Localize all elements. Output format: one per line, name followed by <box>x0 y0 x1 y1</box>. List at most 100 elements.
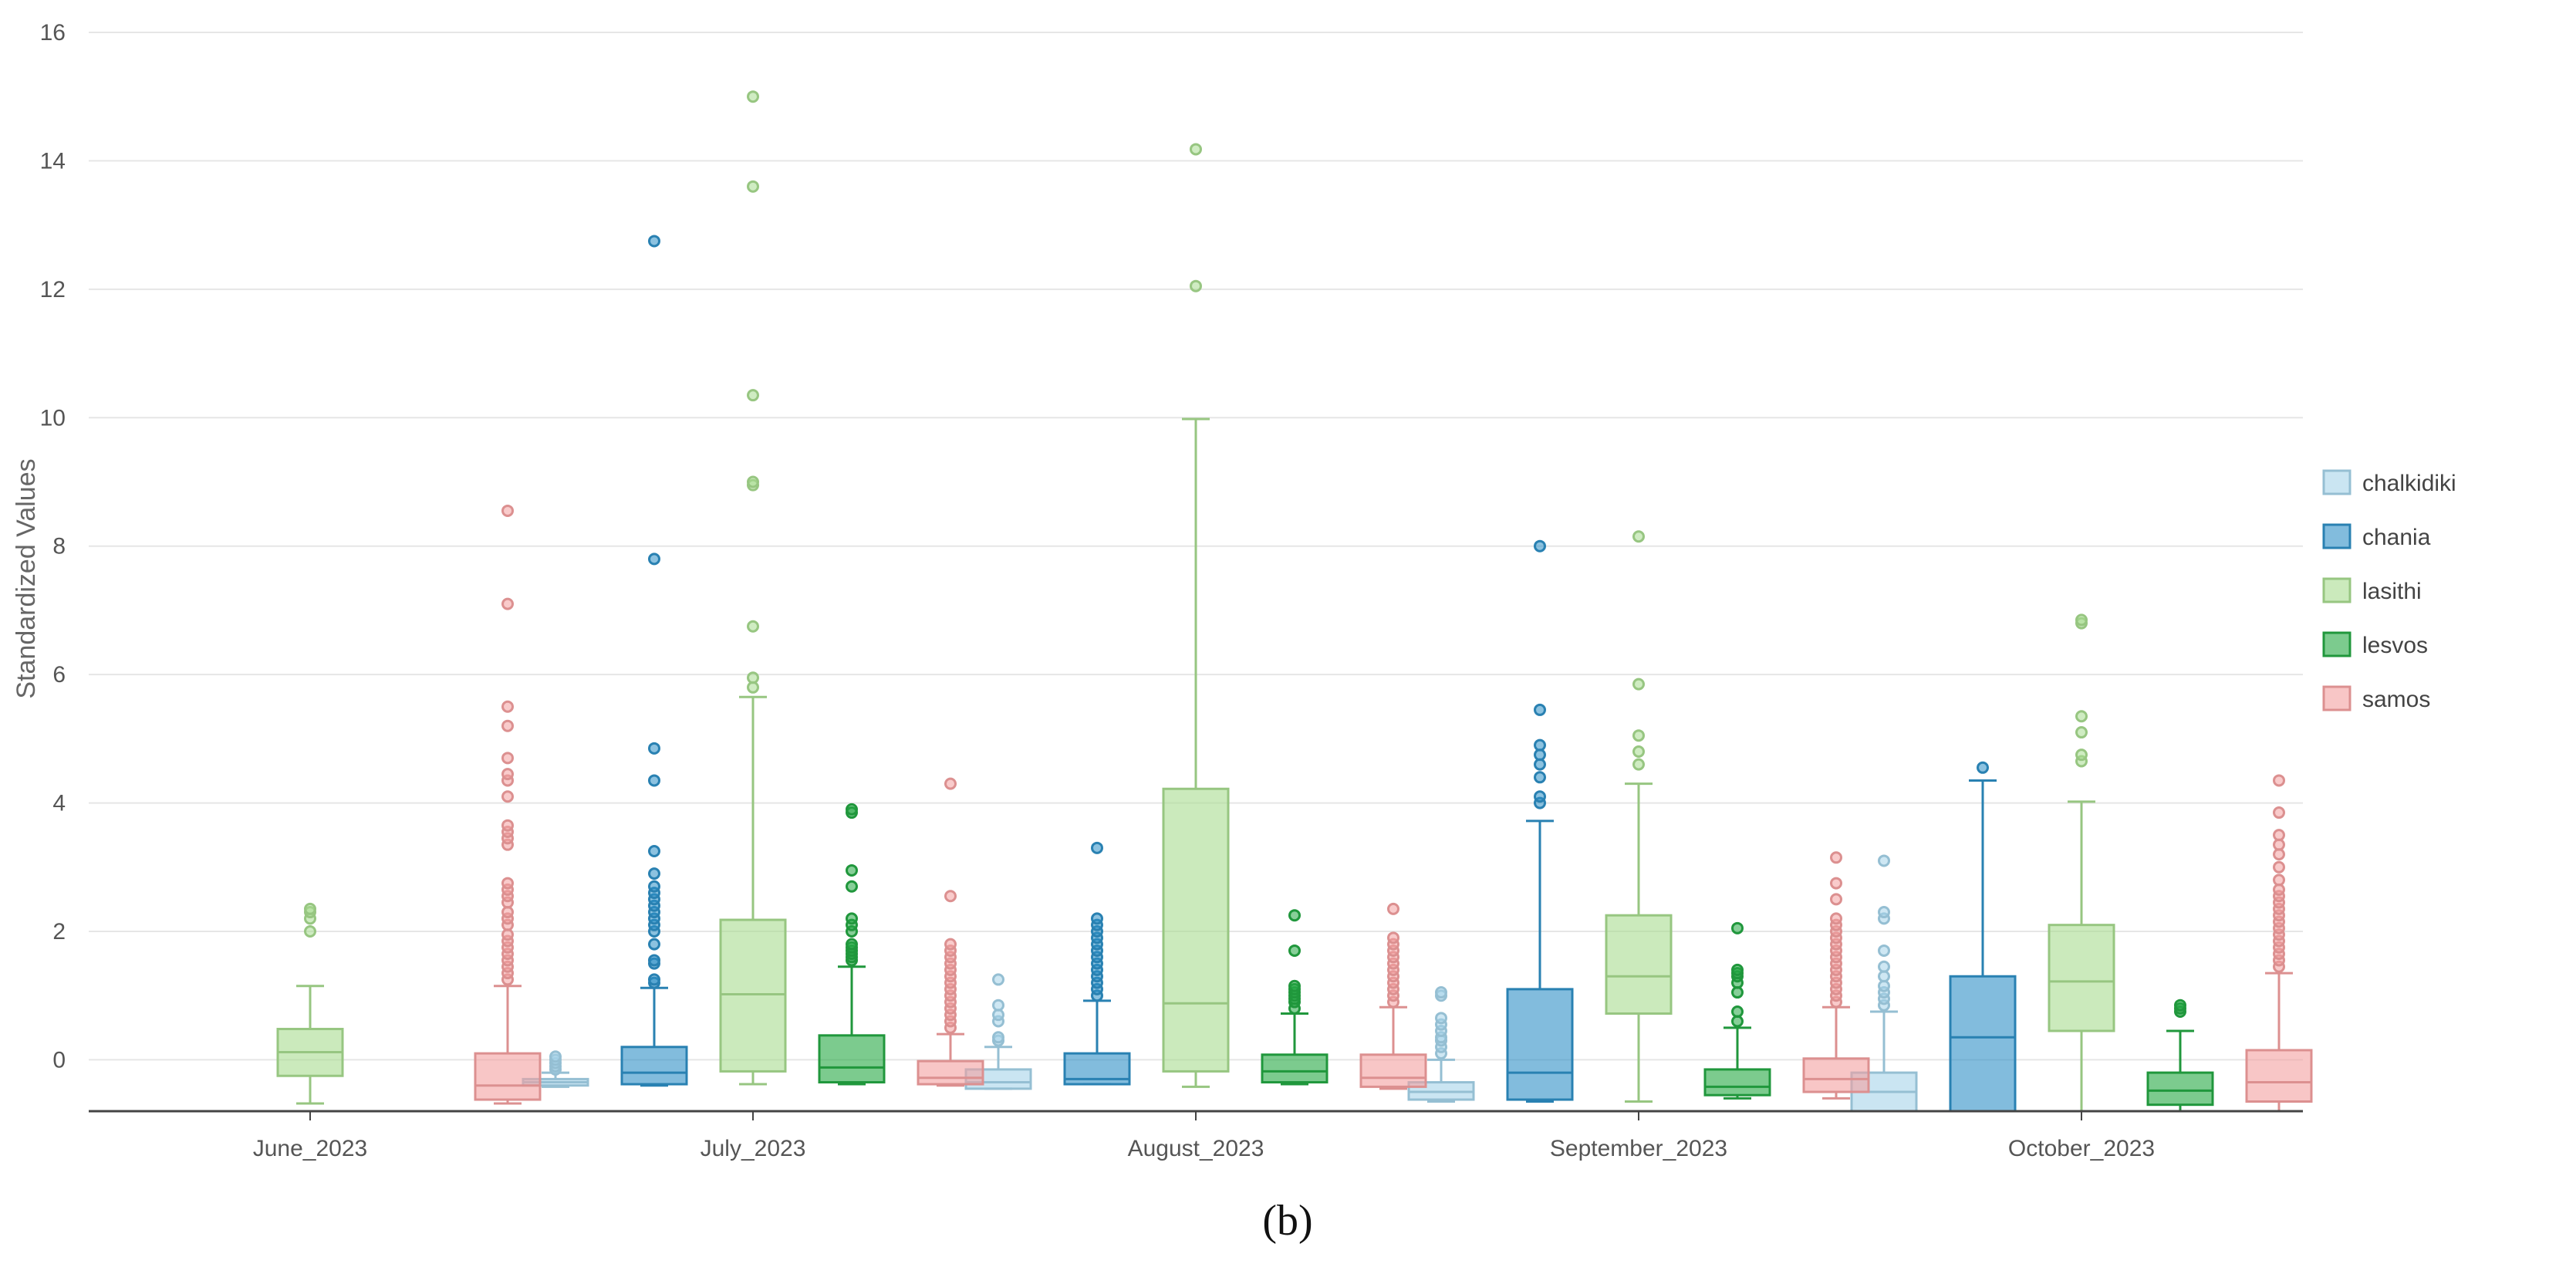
legend-label: chania <box>2362 525 2431 550</box>
outlier-point <box>1731 1005 1744 1019</box>
outlier-point <box>1091 912 1103 925</box>
box-samos-July_2023 <box>917 777 984 1087</box>
outlier-point <box>648 235 660 248</box>
outlier-point <box>846 912 858 925</box>
outlier-point <box>1632 678 1645 691</box>
y-axis-title: Standardized Values <box>12 458 41 698</box>
box-body <box>2146 1071 2214 1107</box>
outlier-point <box>2273 774 2285 787</box>
outlier-point <box>501 790 514 803</box>
box-samos-June_2023 <box>474 504 542 1105</box>
box-body <box>1703 1068 1771 1097</box>
outlier-point <box>992 973 1004 986</box>
outlier-point <box>1435 986 1447 999</box>
outlier-point <box>992 999 1004 1012</box>
outlier-point <box>2075 613 2088 627</box>
box-chalkidiki-September_2023 <box>1407 986 1475 1103</box>
outlier-point <box>1190 143 1202 156</box>
outlier-point <box>648 774 660 787</box>
outlier-point <box>501 768 514 781</box>
outlier-point <box>648 742 660 755</box>
outlier-point <box>1830 912 1842 925</box>
outlier-point <box>944 938 957 951</box>
box-chania-July_2023 <box>620 235 688 1087</box>
outlier-point <box>747 475 759 488</box>
x-tick-label: October_2023 <box>2008 1136 2155 1161</box>
plot-area <box>276 90 2313 1113</box>
x-tick-label: June_2023 <box>253 1136 367 1161</box>
outlier-point <box>648 844 660 857</box>
outlier-point <box>1830 893 1842 906</box>
outlier-point <box>648 867 660 880</box>
legend-label: samos <box>2362 687 2430 712</box>
box-lesvos-July_2023 <box>818 803 886 1086</box>
legend-swatch <box>2322 577 2351 603</box>
outlier-point <box>1534 738 1546 752</box>
outlier-point <box>1534 703 1546 716</box>
box-samos-October_2023 <box>2245 774 2313 1113</box>
outlier-point <box>549 1050 562 1063</box>
outlier-point <box>992 1031 1004 1044</box>
outlier-point <box>501 719 514 732</box>
panel-label: (b) <box>1262 1197 1312 1245</box>
legend-label: lasithi <box>2362 579 2422 604</box>
legend-swatch <box>2322 523 2351 549</box>
box-body <box>474 1052 542 1101</box>
outlier-point <box>846 803 858 816</box>
outlier-point <box>2075 710 2088 723</box>
legend-swatch <box>2322 469 2351 495</box>
outlier-point <box>2273 829 2285 842</box>
outlier-point <box>1632 758 1645 771</box>
box-body <box>2245 1049 2313 1103</box>
y-tick-label: 6 <box>52 662 66 688</box>
box-body <box>620 1046 688 1086</box>
outlier-point <box>944 777 957 790</box>
box-lasithi-August_2023 <box>1162 143 1230 1088</box>
outlier-point <box>1878 906 1890 919</box>
outlier-point <box>501 597 514 610</box>
box-body <box>917 1059 984 1086</box>
outlier-point <box>648 954 660 967</box>
outlier-point <box>846 880 858 893</box>
box-chania-August_2023 <box>1063 841 1131 1086</box>
outlier-point <box>2075 749 2088 762</box>
axes: 0 2 4 6 8 10 12 14 16 June_2023 July_2023 August_20… <box>40 20 2303 1161</box>
outlier-point <box>747 90 759 103</box>
x-tick-label: July_2023 <box>701 1136 806 1161</box>
outlier-point <box>1632 530 1645 543</box>
outlier-point <box>501 700 514 713</box>
outlier-point <box>2273 860 2285 874</box>
outlier-point <box>1288 944 1301 957</box>
outlier-point <box>747 389 759 402</box>
y-tick-label: 0 <box>52 1047 66 1073</box>
legend-item-chalkidiki: chalkidiki <box>2322 469 2456 496</box>
outlier-point <box>747 620 759 633</box>
outlier-point <box>1534 771 1546 784</box>
outlier-point <box>1878 944 1890 957</box>
box-body <box>1949 975 2017 1113</box>
outlier-point <box>747 671 759 684</box>
outlier-point <box>648 938 660 951</box>
outlier-point <box>846 863 858 877</box>
legend-item-lasithi: lasithi <box>2322 577 2422 604</box>
outlier-point <box>2273 874 2285 887</box>
box-body <box>2048 924 2115 1032</box>
outlier-point <box>1632 729 1645 742</box>
box-chalkidiki-August_2023 <box>964 973 1032 1090</box>
legend-item-chania: chania <box>2322 523 2431 550</box>
box-chania-October_2023 <box>1949 761 2017 1113</box>
y-tick-label: 14 <box>40 148 66 174</box>
outlier-point <box>747 180 759 193</box>
outlier-point <box>648 973 660 986</box>
outlier-point <box>501 504 514 517</box>
outlier-point <box>648 553 660 566</box>
legend-item-samos: samos <box>2322 685 2430 712</box>
outlier-point <box>1288 909 1301 922</box>
box-body <box>1802 1057 1870 1093</box>
outlier-point <box>304 902 316 915</box>
legend-swatch <box>2322 631 2351 657</box>
outlier-point <box>501 819 514 832</box>
box-samos-August_2023 <box>1359 902 1427 1090</box>
outlier-point <box>501 877 514 890</box>
